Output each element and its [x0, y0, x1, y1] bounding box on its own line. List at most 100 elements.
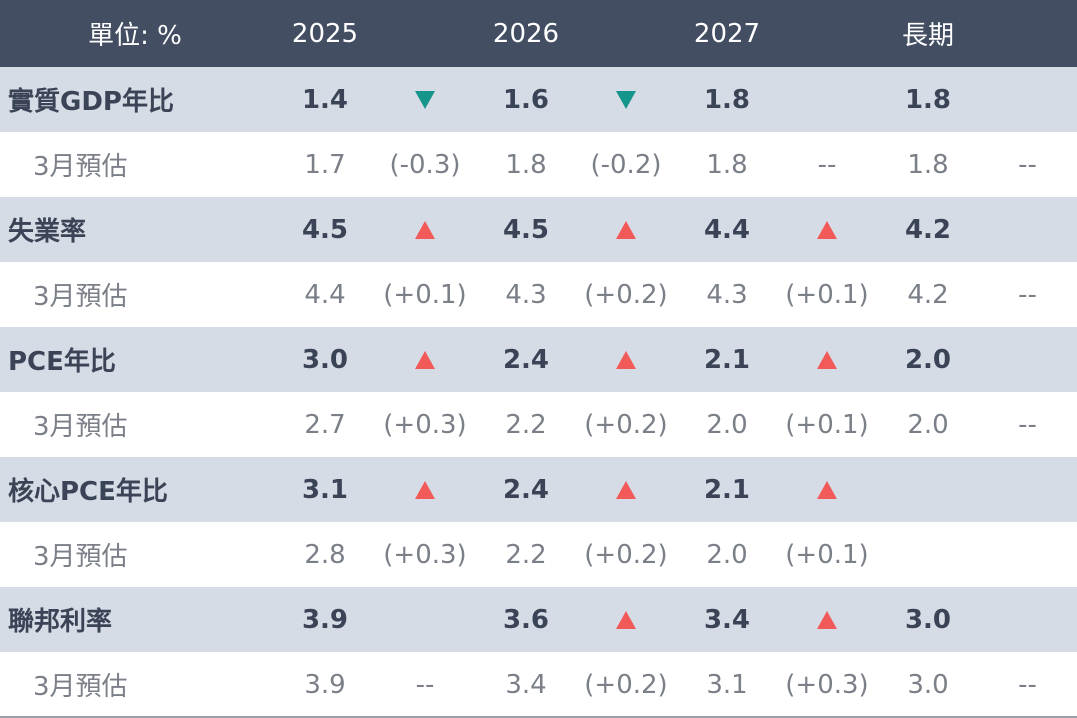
value-cell: 3.9 [304, 669, 346, 700]
value-cell: 1.7 [304, 149, 346, 180]
value-cell: 2.0 [706, 539, 748, 570]
up-triangle-icon [576, 587, 676, 652]
change-cell: (-0.2) [590, 149, 662, 180]
up-triangle-icon [375, 197, 475, 262]
row-label: 3月預估 [33, 542, 128, 572]
row-label: 聯邦利率 [8, 607, 113, 637]
table-row: 3月預估 3.9 3.4 3.1 3.0 -- (+0.2) (+0.3) -- [0, 652, 1077, 717]
value-cell: 3.4 [703, 604, 751, 635]
change-cell: -- [1018, 669, 1037, 700]
down-triangle-icon [375, 67, 475, 132]
value-cell: 2.0 [904, 344, 952, 375]
row-label: 3月預估 [33, 412, 128, 442]
change-cell: (+0.2) [584, 539, 668, 570]
value-cell: 1.8 [907, 149, 949, 180]
value-cell: 3.4 [505, 669, 547, 700]
table-row: 3月預估 4.4 4.3 4.3 4.2 (+0.1) (+0.2) (+0.1) -- [0, 262, 1077, 327]
value-cell: 2.2 [505, 409, 547, 440]
table-row: 聯邦利率 3.9 3.6 3.4 3.0 [0, 587, 1077, 652]
value-cell: 4.4 [703, 214, 751, 245]
row-label: 實質GDP年比 [8, 87, 174, 117]
change-cell: (+0.1) [785, 409, 869, 440]
change-cell: (+0.3) [383, 539, 467, 570]
value-cell: 2.4 [502, 344, 550, 375]
up-triangle-icon [777, 197, 877, 262]
value-cell: 4.2 [904, 214, 952, 245]
value-cell: 3.9 [301, 604, 349, 635]
value-cell: 1.8 [505, 149, 547, 180]
table-row: 3月預估 2.7 2.2 2.0 2.0 (+0.3) (+0.2) (+0.1) -- [0, 392, 1077, 457]
year-long-term: 長期 [901, 21, 954, 51]
value-cell: 3.1 [706, 669, 748, 700]
change-cell: -- [1018, 279, 1037, 310]
value-cell: 3.1 [301, 474, 349, 505]
value-cell: 4.5 [502, 214, 550, 245]
table-header: 單位: % 2025 2026 2027 長期 [0, 0, 1077, 67]
value-cell: 4.3 [706, 279, 748, 310]
change-cell: (+0.1) [785, 279, 869, 310]
year-2027: 2027 [693, 18, 761, 49]
year-2025: 2025 [291, 18, 359, 49]
value-cell: 2.4 [502, 474, 550, 505]
table-row: PCE年比 3.0 2.4 2.1 2.0 [0, 327, 1077, 392]
up-triangle-icon [777, 327, 877, 392]
value-cell: 4.3 [505, 279, 547, 310]
table-row: 3月預估 2.8 2.2 2.0 (+0.3) (+0.2) (+0.1) [0, 522, 1077, 587]
up-triangle-icon [576, 327, 676, 392]
unit-label: 單位: % [88, 21, 182, 51]
value-cell: 2.0 [907, 409, 949, 440]
change-cell: (-0.3) [389, 149, 461, 180]
change-cell: (+0.2) [584, 279, 668, 310]
change-cell: -- [1018, 149, 1037, 180]
value-cell: 1.4 [301, 84, 349, 115]
year-2026: 2026 [492, 18, 560, 49]
change-cell: (+0.2) [584, 409, 668, 440]
row-label: PCE年比 [8, 347, 116, 377]
table-row: 失業率 4.5 4.5 4.4 4.2 [0, 197, 1077, 262]
up-triangle-icon [375, 327, 475, 392]
table-row: 實質GDP年比 1.4 1.6 1.8 1.8 [0, 67, 1077, 132]
value-cell [878, 457, 978, 522]
bottom-divider [0, 716, 1077, 718]
row-label: 核心PCE年比 [8, 477, 168, 507]
value-cell: 2.1 [703, 474, 751, 505]
row-label: 3月預估 [33, 152, 128, 182]
value-cell: 1.8 [703, 84, 751, 115]
value-cell: 2.1 [703, 344, 751, 375]
up-triangle-icon [777, 457, 877, 522]
value-cell: 2.0 [706, 409, 748, 440]
change-cell: -- [817, 149, 837, 180]
value-cell: 2.2 [505, 539, 547, 570]
change-cell: -- [415, 669, 435, 700]
row-label: 3月預估 [33, 282, 128, 312]
change-cell: (+0.3) [785, 669, 869, 700]
value-cell: 4.2 [907, 279, 949, 310]
change-cell: (+0.3) [383, 409, 467, 440]
value-cell: 3.0 [907, 669, 949, 700]
change-cell: (+0.1) [383, 279, 467, 310]
value-cell: 2.8 [304, 539, 346, 570]
value-cell [878, 522, 978, 587]
row-label: 失業率 [8, 217, 87, 247]
up-triangle-icon [576, 457, 676, 522]
value-cell: 4.4 [304, 279, 346, 310]
value-cell: 3.0 [301, 344, 349, 375]
value-cell: 3.6 [502, 604, 550, 635]
value-cell: 4.5 [301, 214, 349, 245]
change-cell: (+0.1) [785, 539, 869, 570]
change-cell: (+0.2) [584, 669, 668, 700]
value-cell: 1.6 [502, 84, 550, 115]
value-cell: 3.0 [904, 604, 952, 635]
value-cell: 1.8 [706, 149, 748, 180]
up-triangle-icon [777, 587, 877, 652]
table-row: 核心PCE年比 3.1 2.4 2.1 [0, 457, 1077, 522]
change-cell: -- [1018, 409, 1037, 440]
table-row: 3月預估 1.7 1.8 1.8 1.8 (-0.3) (-0.2) -- -- [0, 132, 1077, 197]
row-label: 3月預估 [33, 672, 128, 702]
up-triangle-icon [576, 197, 676, 262]
up-triangle-icon [375, 457, 475, 522]
value-cell: 1.8 [904, 84, 952, 115]
down-triangle-icon [576, 67, 676, 132]
value-cell: 2.7 [304, 409, 346, 440]
